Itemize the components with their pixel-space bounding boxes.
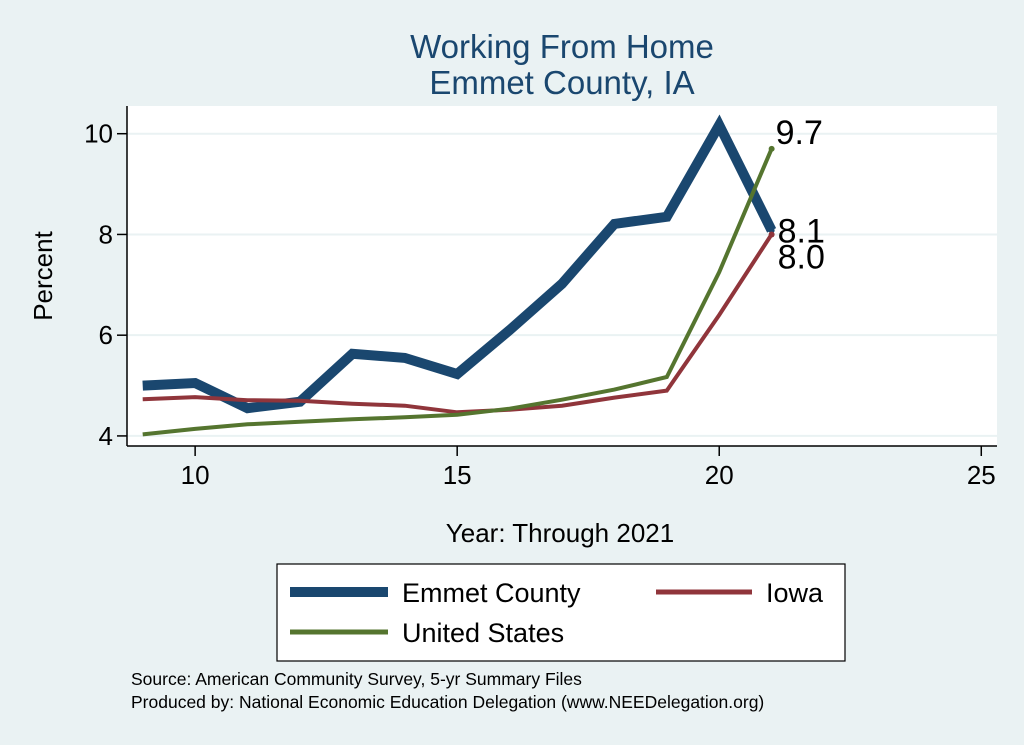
y-tick-label: 8: [99, 219, 113, 249]
legend-label-iowa: Iowa: [766, 578, 824, 608]
source-note: Source: American Community Survey, 5-yr …: [131, 669, 582, 689]
x-tick-label: 10: [181, 460, 210, 490]
end-labels: 8.18.0 9.7: [776, 114, 825, 277]
chart-title: Working From Home: [410, 28, 714, 65]
x-tick-label: 15: [443, 460, 472, 490]
x-tick-label: 25: [967, 460, 996, 490]
end-point-iowa: [768, 231, 775, 238]
y-tick-label: 6: [99, 320, 113, 350]
series-line-united-states: [142, 148, 774, 437]
series-lines: [142, 114, 777, 437]
legend-label-emmet-county: Emmet County: [402, 578, 581, 608]
legend-label-united-states: United States: [402, 618, 564, 648]
plot-area: [127, 106, 997, 446]
y-tick-label: 10: [84, 119, 113, 149]
x-axis-ticks: 10 15 20 25: [181, 446, 996, 490]
gridlines: [127, 132, 997, 437]
produced-by-note: Produced by: National Economic Education…: [131, 692, 764, 712]
y-tick-label: 4: [99, 421, 113, 451]
y-axis-title: Percent: [28, 230, 58, 320]
x-axis-title: Year: Through 2021: [446, 518, 674, 548]
end-label-united-states: 9.7: [776, 114, 823, 152]
series-line-iowa: [142, 233, 774, 415]
legend: Emmet County Iowa United States: [276, 563, 846, 662]
y-axis-ticks: 4 6 8 10: [84, 119, 127, 451]
series-line-emmet-county: [142, 114, 777, 414]
end-point-united-states: [768, 145, 775, 152]
end-label-emmet-county: 8.1: [778, 212, 825, 250]
chart-subtitle: Emmet County, IA: [429, 64, 694, 101]
legend-box: [276, 563, 846, 662]
x-tick-label: 20: [705, 460, 734, 490]
end-label-iowa: 8.0: [778, 238, 825, 276]
